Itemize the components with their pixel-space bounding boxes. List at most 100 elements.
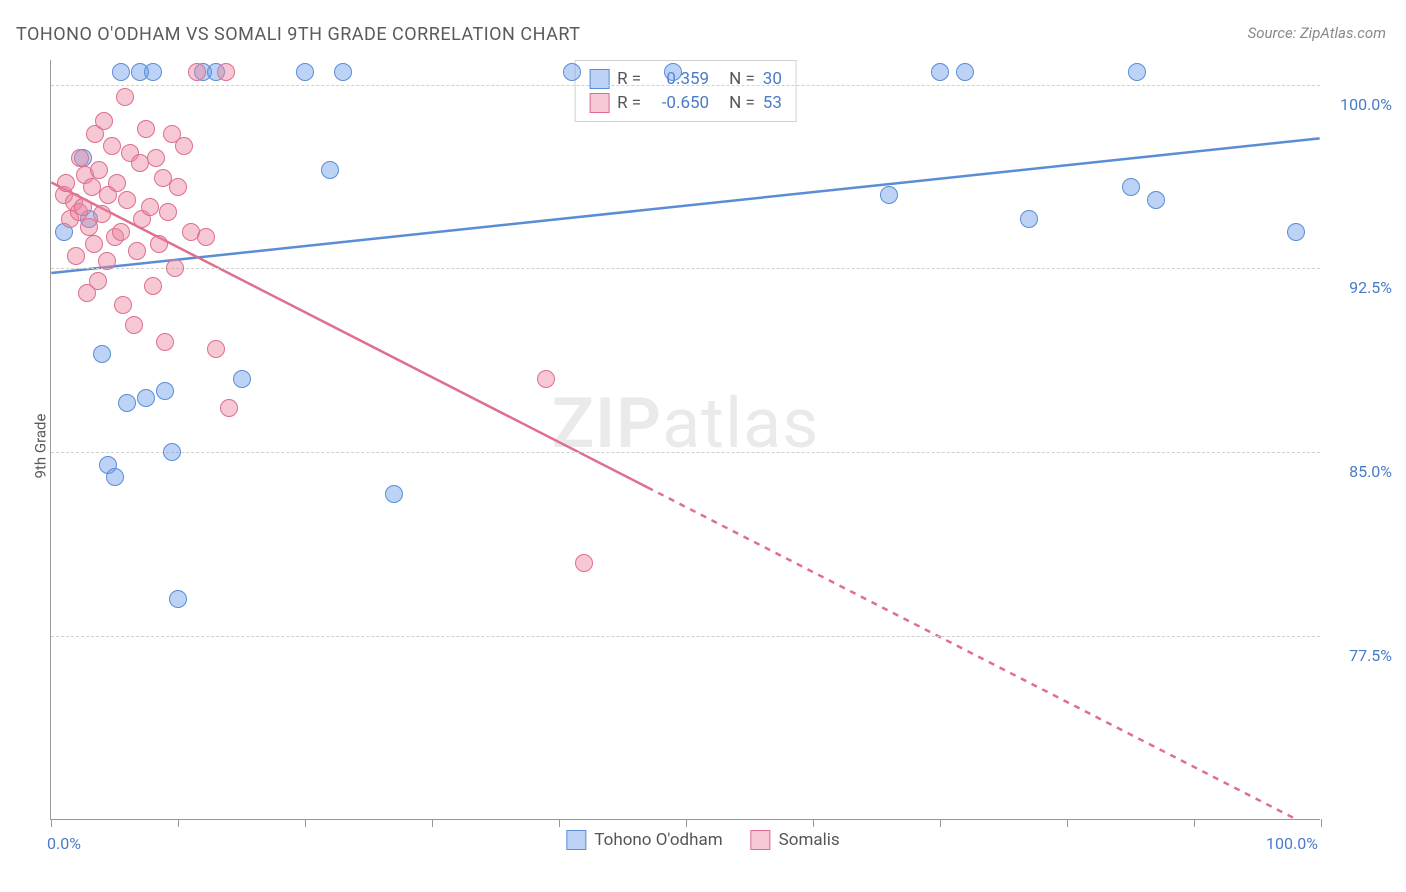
data-point — [163, 443, 181, 461]
gridline — [51, 85, 1320, 86]
data-point — [563, 63, 581, 81]
data-point — [128, 242, 146, 260]
data-point — [664, 63, 682, 81]
data-point — [233, 370, 251, 388]
gridline — [51, 636, 1320, 637]
data-point — [112, 63, 130, 81]
data-point — [156, 382, 174, 400]
data-point — [188, 63, 206, 81]
data-point — [150, 235, 168, 253]
x-tick — [1321, 819, 1322, 827]
data-point — [956, 63, 974, 81]
x-tick — [686, 819, 687, 827]
legend-item: Somalis — [751, 830, 840, 850]
data-point — [166, 259, 184, 277]
data-point — [217, 63, 235, 81]
legend-row: R = -0.650 N = 53 — [589, 91, 782, 115]
data-point — [169, 590, 187, 608]
data-point — [1020, 210, 1038, 228]
data-point — [93, 345, 111, 363]
data-point — [71, 149, 89, 167]
data-point — [83, 178, 101, 196]
x-tick — [559, 819, 560, 827]
legend-swatch — [589, 93, 609, 113]
data-point — [537, 370, 555, 388]
data-point — [159, 203, 177, 221]
legend-n-value: 53 — [763, 93, 782, 113]
data-point — [57, 174, 75, 192]
data-point — [220, 399, 238, 417]
data-point — [197, 228, 215, 246]
data-point — [1128, 63, 1146, 81]
legend-r-label: R = — [617, 93, 641, 113]
x-tick — [813, 819, 814, 827]
legend-n-value: 30 — [763, 69, 782, 89]
x-tick — [305, 819, 306, 827]
legend-item: Tohono O'odham — [566, 830, 722, 850]
data-point — [125, 316, 143, 334]
data-point — [118, 191, 136, 209]
data-point — [931, 63, 949, 81]
data-point — [85, 235, 103, 253]
data-point — [67, 247, 85, 265]
data-point — [95, 112, 113, 130]
x-tick-label: 100.0% — [1266, 834, 1318, 853]
y-tick-label: 77.5% — [1349, 646, 1392, 665]
correlation-legend: R = 0.359N = 30R = -0.650N = 53 — [574, 60, 797, 122]
data-point — [1122, 178, 1140, 196]
data-point — [116, 88, 134, 106]
legend-swatch — [751, 830, 771, 850]
data-point — [144, 63, 162, 81]
data-point — [118, 394, 136, 412]
data-point — [137, 389, 155, 407]
data-point — [1147, 191, 1165, 209]
data-point — [93, 205, 111, 223]
data-point — [89, 272, 107, 290]
data-point — [169, 178, 187, 196]
x-tick-label: 0.0% — [47, 834, 81, 853]
data-point — [575, 554, 593, 572]
data-point — [98, 252, 116, 270]
x-tick — [51, 819, 52, 827]
data-point — [207, 340, 225, 358]
x-tick — [1067, 819, 1068, 827]
legend-swatch — [589, 69, 609, 89]
legend-r-label: R = — [617, 69, 641, 89]
x-tick — [178, 819, 179, 827]
data-point — [112, 223, 130, 241]
legend-swatch — [566, 830, 586, 850]
data-point — [321, 161, 339, 179]
data-point — [296, 63, 314, 81]
data-point — [108, 174, 126, 192]
data-point — [385, 485, 403, 503]
data-point — [106, 468, 124, 486]
chart-container: TOHONO O'ODHAM VS SOMALI 9TH GRADE CORRE… — [0, 0, 1406, 892]
x-tick — [432, 819, 433, 827]
gridline — [51, 452, 1320, 453]
y-tick-label: 100.0% — [1340, 95, 1392, 114]
data-point — [137, 120, 155, 138]
data-point — [144, 277, 162, 295]
data-point — [880, 186, 898, 204]
legend-label: Somalis — [779, 830, 840, 850]
data-point — [147, 149, 165, 167]
legend-n-label: N = — [729, 69, 755, 89]
y-tick-label: 92.5% — [1349, 278, 1392, 297]
y-axis-label: 9th Grade — [31, 414, 49, 479]
data-point — [175, 137, 193, 155]
chart-title: TOHONO O'ODHAM VS SOMALI 9TH GRADE CORRE… — [16, 24, 580, 45]
legend-n-label: N = — [729, 93, 755, 113]
data-point — [1287, 223, 1305, 241]
data-point — [334, 63, 352, 81]
data-point — [103, 137, 121, 155]
x-tick — [940, 819, 941, 827]
source-attribution: Source: ZipAtlas.com — [1248, 24, 1386, 42]
series-legend: Tohono O'odham Somalis — [566, 830, 839, 850]
data-point — [74, 198, 92, 216]
legend-r-value: -0.650 — [649, 93, 709, 113]
data-point — [90, 161, 108, 179]
data-point — [141, 198, 159, 216]
x-tick — [1194, 819, 1195, 827]
data-point — [114, 296, 132, 314]
legend-label: Tohono O'odham — [594, 830, 722, 850]
